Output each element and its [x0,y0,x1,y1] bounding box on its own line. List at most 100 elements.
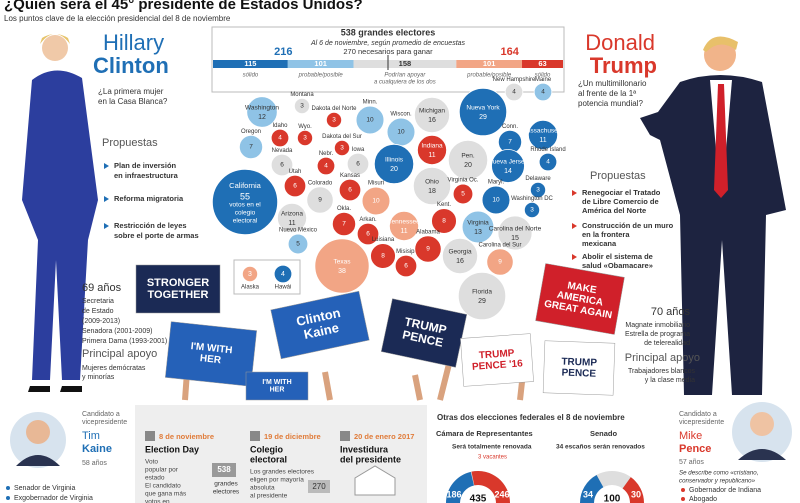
trump-total: 164 [500,46,519,58]
state-votes: 8 [442,218,446,225]
senate-title: Senado [590,429,618,438]
support: y la clase media [645,377,695,384]
state-bubble [346,152,370,176]
state-name: Georgia [448,249,472,256]
california-note: electoral [233,218,258,225]
state-votes: 3 [332,117,336,124]
california-note: votos en el [229,202,261,209]
seat-rep: 30 [631,489,641,499]
state-votes: 11 [539,137,546,144]
title: ¿Quién será el 45° presidente de Estados… [4,0,363,13]
state-bubble [277,203,307,233]
state-votes: 9 [318,197,322,204]
support: Trabajadores blancos [628,368,696,375]
segment-value: 158 [399,59,412,68]
sign-board [270,290,370,360]
state-bubble [316,156,336,176]
state-bubble [533,82,553,102]
electors-segment [353,60,457,68]
seat-arc-rep [471,471,510,503]
trump-question: al frente de la 1ª [578,89,636,98]
sign-text: PENCE '16 [472,358,524,373]
clinton-total: 216 [274,46,292,58]
electors-segment [213,60,288,68]
state-name: Alabama [416,229,440,235]
state-name: Colorado [308,180,333,186]
electors-segment [522,60,563,68]
timeline-text: votos en [145,499,170,503]
state-bubble [389,211,419,241]
bullet [681,488,685,492]
state-votes: 20 [390,166,398,173]
state-bubble [296,129,314,147]
proposal: mexicana [582,239,617,248]
state-name: Dakota del Sur [322,134,362,140]
electors-segment [456,60,523,68]
electors-needed: 270 [312,482,326,491]
state-bubble [523,201,541,219]
state-votes: 13 [474,229,482,236]
state-name: Delaware [525,176,551,182]
bullet [6,486,10,490]
vp-quote: conservador y republicano» [679,478,756,485]
state-bubble [504,82,524,102]
career: Senadora (2001-2009) [82,328,152,335]
hillary-head [42,35,68,61]
state-bubble [211,168,279,236]
trump-first: Donald [585,30,655,55]
needed-icon [308,480,330,493]
house-note: Será totalmente renovada [452,444,532,451]
proposal: América del Norte [582,206,646,215]
california-note: colegio [235,210,256,217]
state-bubble [333,139,351,157]
state-name: Minn. [363,100,378,106]
state-votes: 10 [397,129,405,136]
state-bubble [457,271,507,321]
career: Primera Dama (1993-2001) [82,338,167,345]
state-name: Virginia Oc. [448,178,479,184]
state-name: Kansas [340,173,360,179]
state-votes: 6 [293,183,297,190]
state-votes: 4 [281,271,285,278]
age: 69 años [82,282,122,294]
state-votes: 3 [303,135,307,142]
electors-segment [287,60,354,68]
vp-last: Kaine [82,443,112,455]
sign-text: I'M WITH [262,379,291,386]
state-bubble [283,174,307,198]
support-title: Principal apoyo [625,352,700,364]
date-icon [340,431,350,441]
state-bubble [394,254,418,278]
vp-bio: Senador de Virginia [14,485,75,492]
state-bubble [306,186,334,214]
state-bubble [238,134,264,160]
state-bubble [314,238,370,294]
seat-dem: 186 [446,489,461,499]
clinton-first: Hillary [103,30,164,55]
proposal: en la frontera [582,230,630,239]
state-name: Nebr. [319,151,334,157]
seat-arc-rep [622,477,644,503]
state-bubble [287,233,309,255]
state-bubble [373,143,415,185]
electors-needed: 270 necesarios para ganar [343,47,433,56]
support: Mujeres demócratas [82,365,146,372]
state-votes: 4 [541,89,545,96]
state-name: Ohio [425,179,439,186]
state-bubble [528,120,558,150]
age: 70 años [651,306,691,318]
timeline-title: electoral [250,454,287,464]
state-bubble [486,248,514,276]
state-name: Nevada [272,148,293,154]
timeline-title: Election Day [145,444,199,454]
state-name: Maryl. [488,180,505,186]
house-title: Cámara de Representantes [436,429,533,438]
career: Secretaria [82,298,114,305]
subtitle: Los puntos clave de la elección presiden… [4,14,231,23]
state-votes: 3 [300,103,304,110]
state-votes: 12 [258,114,266,121]
